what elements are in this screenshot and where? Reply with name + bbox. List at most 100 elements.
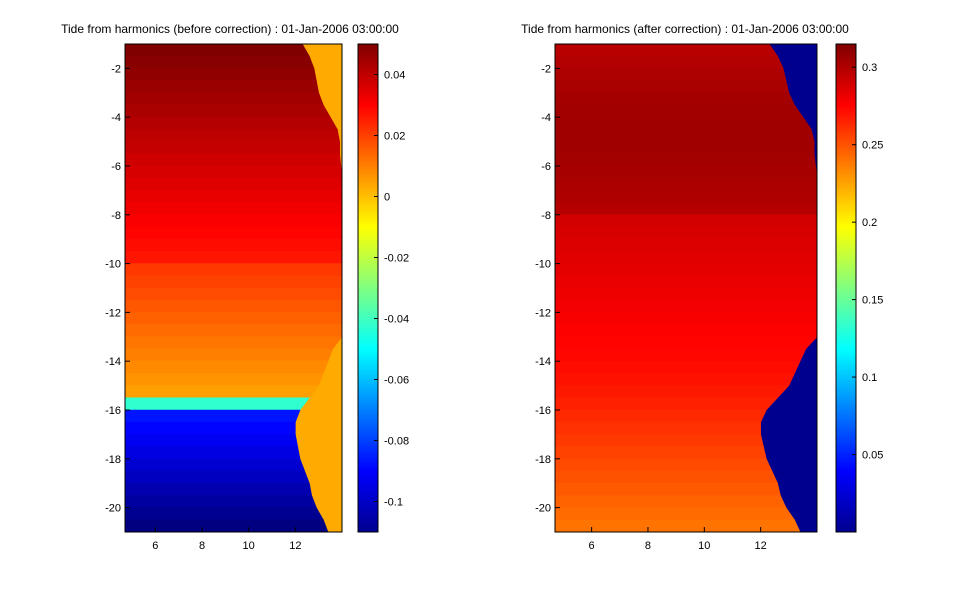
y-tick-label: -10	[105, 259, 121, 271]
colorbar-tick-label: 0.3	[862, 62, 877, 74]
sea-band	[124, 226, 343, 240]
sea-band	[554, 275, 818, 289]
sea-band	[554, 299, 818, 313]
y-tick-label: -2	[541, 63, 551, 75]
y-tick-label: -18	[105, 454, 121, 466]
sea-band	[124, 141, 340, 155]
sea-band	[554, 177, 818, 191]
y-tick-label: -4	[541, 112, 551, 124]
chart-title: Tide from harmonics (after correction) :…	[521, 22, 849, 36]
sea-band	[554, 251, 818, 264]
sea-band	[124, 190, 343, 203]
sea-band	[554, 165, 818, 179]
y-tick-label: -8	[111, 210, 121, 222]
sea-band	[554, 92, 795, 106]
colorbar	[835, 43, 857, 533]
colorbar-axis: 0.04 0.02 0 -0.02 -0.04 -0.06 -0.08 -0.1	[374, 70, 409, 509]
sea-band	[124, 470, 310, 484]
sea-band	[554, 507, 796, 521]
sea-band	[124, 373, 324, 386]
sea-band	[124, 275, 343, 289]
y-tick-label: -14	[535, 356, 551, 368]
sea-band	[124, 348, 334, 362]
sea-band	[124, 104, 331, 118]
sea-band	[554, 190, 818, 203]
sea-band	[554, 287, 818, 301]
x-tick-label: 6	[152, 540, 158, 552]
colorbar-tick-label: -0.04	[384, 314, 409, 326]
sea-band	[554, 409, 767, 423]
y-tick-label: -16	[105, 405, 121, 417]
sea-band	[554, 202, 818, 216]
sea-band	[554, 336, 818, 350]
sea-band	[554, 495, 787, 508]
sea-band	[124, 129, 341, 142]
y-tick-label: -20	[105, 503, 121, 515]
sea-band	[124, 312, 343, 325]
y-tick-label: -12	[105, 307, 121, 319]
sea-band	[554, 470, 779, 484]
colorbar-tick-label: 0.15	[862, 295, 883, 307]
sea-band	[554, 434, 764, 447]
tide-map	[124, 43, 343, 533]
sea-band	[554, 129, 815, 142]
x-axis: 6 8 10 12	[589, 527, 767, 552]
sea-band	[124, 43, 310, 57]
sea-band	[124, 507, 324, 521]
sea-band	[554, 43, 779, 57]
sea-band	[124, 202, 343, 216]
y-tick-label: -6	[111, 161, 121, 173]
plot-frame	[124, 43, 343, 533]
sea-band	[124, 360, 329, 374]
y-axis: -2 -4 -6 -8 -10 -12 -14 -16 -18 -20	[105, 63, 130, 515]
sea-band	[124, 251, 343, 264]
sea-band	[554, 373, 795, 386]
y-tick-label: -8	[541, 210, 551, 222]
colorbar-tick-label: 0.05	[862, 450, 883, 462]
colorbar-axis: 0.3 0.25 0.2 0.15 0.1 0.05	[852, 62, 883, 462]
x-tick-label: 12	[289, 540, 301, 552]
sea-band	[124, 165, 343, 179]
sea-band	[124, 397, 310, 411]
y-tick-label: -14	[105, 356, 121, 368]
sea-band	[124, 80, 320, 94]
sea-band	[124, 336, 343, 350]
y-tick-label: -16	[535, 405, 551, 417]
chart-panel-after: Tide from harmonics (after correction) :…	[521, 22, 883, 552]
sea-band	[554, 324, 818, 338]
colorbar-tick-label: -0.02	[384, 253, 409, 265]
sea-band	[124, 324, 343, 338]
tide-map	[554, 43, 818, 533]
y-tick-label: -10	[535, 259, 551, 271]
sea-band	[124, 238, 343, 252]
sea-band	[554, 141, 815, 155]
colorbar	[357, 43, 379, 533]
sea-band	[554, 421, 761, 435]
sea-band	[124, 421, 296, 435]
y-axis: -2 -4 -6 -8 -10 -12 -14 -16 -18 -20	[535, 63, 560, 515]
sea-band	[554, 153, 816, 167]
sea-band	[554, 446, 767, 460]
sea-band	[554, 238, 818, 252]
sea-band	[124, 385, 320, 399]
x-tick-label: 6	[589, 540, 595, 552]
sea-band	[554, 312, 818, 325]
sea-band	[554, 263, 818, 277]
colorbar-tick-label: -0.06	[384, 375, 409, 387]
x-axis: 6 8 10 12	[152, 527, 301, 552]
sea-band	[124, 495, 317, 508]
sea-band	[124, 68, 317, 81]
sea-band	[124, 299, 343, 313]
sea-band	[554, 104, 804, 118]
chart-title: Tide from harmonics (before correction) …	[61, 22, 399, 36]
x-tick-label: 10	[698, 540, 710, 552]
colorbar-tick-label: 0	[384, 192, 390, 204]
colorbar-tick-label: 0.04	[384, 70, 405, 82]
sea-band	[124, 92, 324, 106]
sea-band	[554, 226, 818, 240]
sea-band	[554, 68, 787, 81]
colorbar-tick-label: -0.08	[384, 436, 409, 448]
x-tick-label: 10	[243, 540, 255, 552]
sea-band	[124, 482, 313, 496]
sea-band	[124, 409, 301, 423]
